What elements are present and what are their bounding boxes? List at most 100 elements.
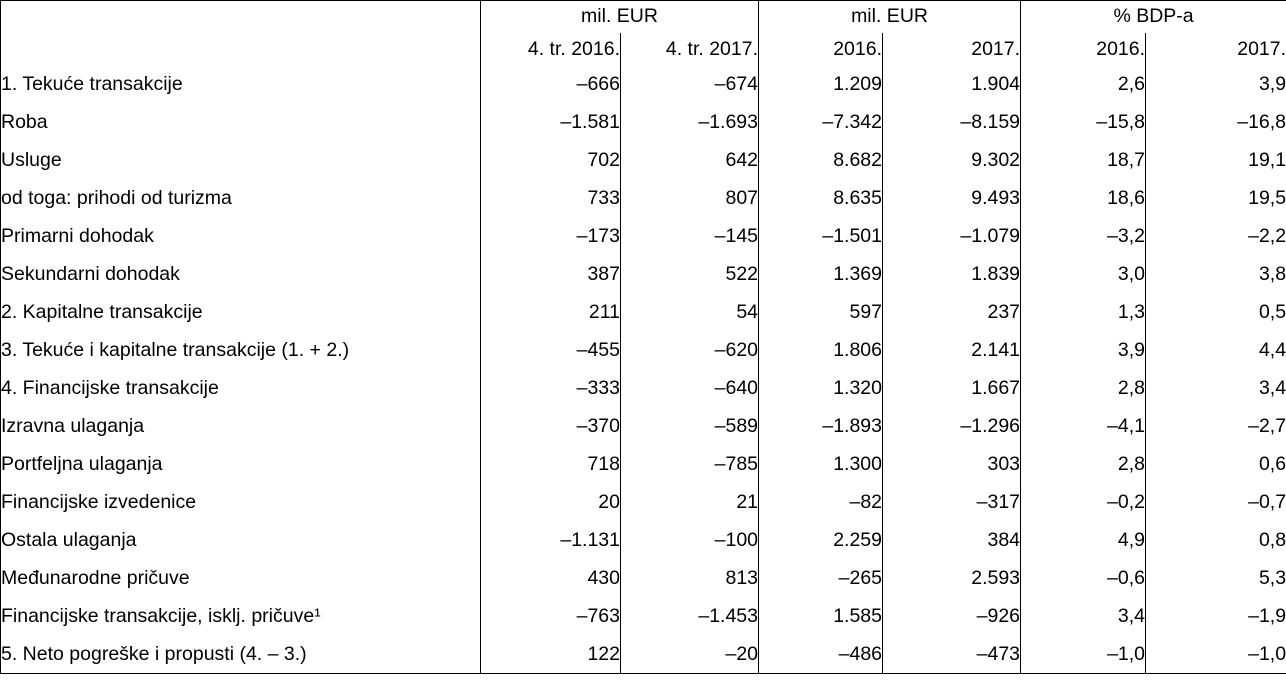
cell-value: 1.369 [758, 255, 883, 294]
cell-value: –1.693 [619, 103, 759, 142]
subheader-2017-eur: 2017. [882, 32, 1021, 66]
row-label: Usluge [0, 141, 481, 180]
cell-value: –1.581 [480, 103, 621, 142]
subheader-q4-2017: 4. tr. 2017. [619, 32, 759, 66]
cell-value: 0,6 [1145, 445, 1286, 484]
cell-value: –455 [480, 331, 621, 370]
cell-value: –674 [619, 65, 759, 104]
cell-value: 1.585 [758, 597, 883, 636]
cell-value: 9.493 [882, 179, 1021, 218]
cell-value: 0,5 [1145, 293, 1286, 332]
cell-value: 702 [480, 141, 621, 180]
cell-value: 430 [480, 559, 621, 598]
cell-value: –3,2 [1020, 217, 1146, 256]
table-row: Usluge 702 642 8.682 9.302 18,7 19,1 [0, 141, 1286, 180]
cell-value: 19,5 [1145, 179, 1286, 218]
cell-value: 1.320 [758, 369, 883, 408]
subheader-q4-2016: 4. tr. 2016. [480, 32, 621, 66]
cell-value: 3,9 [1020, 331, 1146, 370]
cell-value: –370 [480, 407, 621, 446]
cell-value: 387 [480, 255, 621, 294]
cell-value: 597 [758, 293, 883, 332]
row-label: Primarni dohodak [0, 217, 481, 256]
subheader-2017-pct: 2017. [1145, 32, 1286, 66]
cell-value: –8.159 [882, 103, 1021, 142]
cell-value: 3,9 [1145, 65, 1286, 104]
cell-value: –620 [619, 331, 759, 370]
cell-value: 8.682 [758, 141, 883, 180]
table-header: mil. EUR mil. EUR % BDP-a 4. tr. 2016. 4… [0, 0, 1286, 66]
row-label: Financijske izvedenice [0, 483, 481, 522]
cell-value: 1.300 [758, 445, 883, 484]
cell-value: –0,6 [1020, 559, 1146, 598]
row-label: od toga: prihodi od turizma [0, 179, 481, 218]
row-label: Portfeljna ulaganja [0, 445, 481, 484]
cell-value: –0,7 [1145, 483, 1286, 522]
cell-value: 21 [619, 483, 759, 522]
row-label: Sekundarni dohodak [0, 255, 481, 294]
row-label: 3. Tekuće i kapitalne transakcije (1. + … [0, 331, 481, 370]
table-row: 1. Tekuće transakcije –666 –674 1.209 1.904 2… [0, 65, 1286, 104]
cell-value: –100 [619, 521, 759, 560]
cell-value: –1.296 [882, 407, 1021, 446]
cell-value: 19,1 [1145, 141, 1286, 180]
row-label: 2. Kapitalne transakcije [0, 293, 481, 332]
row-label: Roba [0, 103, 481, 142]
cell-value: –317 [882, 483, 1021, 522]
cell-value: –1,0 [1145, 635, 1286, 674]
cell-value: 20 [480, 483, 621, 522]
cell-value: –173 [480, 217, 621, 256]
cell-value: 2,8 [1020, 445, 1146, 484]
row-label: 1. Tekuće transakcije [0, 65, 481, 104]
cell-value: 4,9 [1020, 521, 1146, 560]
cell-value: 18,6 [1020, 179, 1146, 218]
table-row: Financijske izvedenice 20 21 –82 –317 –0,2 –0,… [0, 483, 1286, 522]
cell-value: 2,6 [1020, 65, 1146, 104]
cell-value: –763 [480, 597, 621, 636]
cell-value: –265 [758, 559, 883, 598]
cell-value: 211 [480, 293, 621, 332]
cell-value: 9.302 [882, 141, 1021, 180]
row-label: 4. Financijske transakcije [0, 369, 481, 408]
table-row: Primarni dohodak –173 –145 –1.501 –1.079 –3,2… [0, 217, 1286, 256]
cell-value: 237 [882, 293, 1021, 332]
cell-value: –15,8 [1020, 103, 1146, 142]
cell-value: –1.453 [619, 597, 759, 636]
cell-value: 3,0 [1020, 255, 1146, 294]
cell-value: –82 [758, 483, 883, 522]
corner-cell [0, 0, 481, 66]
cell-value: 522 [619, 255, 759, 294]
cell-value: 1.209 [758, 65, 883, 104]
cell-value: 4,4 [1145, 331, 1286, 370]
cell-value: 122 [480, 635, 621, 674]
cell-value: –7.342 [758, 103, 883, 142]
cell-value: –16,8 [1145, 103, 1286, 142]
table-row: Ostala ulaganja –1.131 –100 2.259 384 4,9 0,8 [0, 521, 1286, 560]
cell-value: 1.904 [882, 65, 1021, 104]
cell-value: –1.501 [758, 217, 883, 256]
row-label: Ostala ulaganja [0, 521, 481, 560]
cell-value: –1,9 [1145, 597, 1286, 636]
cell-value: 8.635 [758, 179, 883, 218]
cell-value: 642 [619, 141, 759, 180]
header-sub-row: 4. tr. 2016. 4. tr. 2017. 2016. 2017. 20… [1, 32, 1286, 66]
cell-value: 2,8 [1020, 369, 1146, 408]
table-body: 1. Tekuće transakcije –666 –674 1.209 1.904 2… [0, 65, 1286, 674]
cell-value: –589 [619, 407, 759, 446]
subheader-2016-eur: 2016. [758, 32, 883, 66]
cell-value: –1,0 [1020, 635, 1146, 674]
cell-value: –333 [480, 369, 621, 408]
row-label: 5. Neto pogreške i propusti (4. – 3.) [0, 635, 481, 674]
header-group-row: mil. EUR mil. EUR % BDP-a [0, 0, 1286, 66]
cell-value: 2.259 [758, 521, 883, 560]
cell-value: 54 [619, 293, 759, 332]
cell-value: –2,7 [1145, 407, 1286, 446]
cell-value: –640 [619, 369, 759, 408]
cell-value: –145 [619, 217, 759, 256]
cell-value: 807 [619, 179, 759, 218]
cell-value: –1.079 [882, 217, 1021, 256]
cell-value: –2,2 [1145, 217, 1286, 256]
cell-value: –1.893 [758, 407, 883, 446]
table-row: od toga: prihodi od turizma 733 807 8.635 9.… [0, 179, 1286, 218]
